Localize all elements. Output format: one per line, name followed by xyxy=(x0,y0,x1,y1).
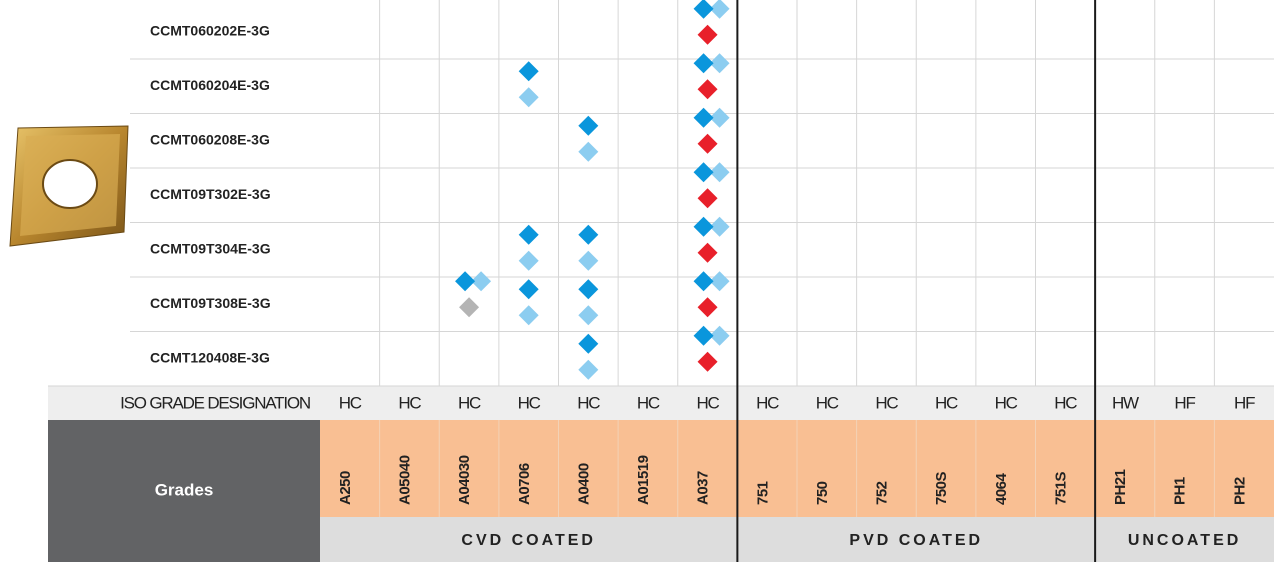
product-label: CCMT09T302E-3G xyxy=(150,186,271,202)
grade-marker xyxy=(578,334,598,354)
iso-designation: HC xyxy=(816,393,839,412)
grade-marker xyxy=(694,53,714,73)
grade-marker xyxy=(694,162,714,182)
grade-name: A01519 xyxy=(635,455,652,505)
grade-marker xyxy=(694,108,714,128)
iso-designation: HC xyxy=(339,393,362,412)
grade-name: 750S xyxy=(933,471,950,505)
grade-marker xyxy=(578,305,598,325)
iso-designation: HC xyxy=(577,393,600,412)
product-label: CCMT09T308E-3G xyxy=(150,295,271,311)
grade-name: A250 xyxy=(337,471,354,505)
iso-designation: HC xyxy=(1054,393,1077,412)
group-label: PVD COATED xyxy=(849,532,983,549)
grade-marker xyxy=(694,326,714,346)
grade-name: PH1 xyxy=(1172,477,1189,505)
product-label: CCMT09T304E-3G xyxy=(150,240,271,256)
group-label: UNCOATED xyxy=(1128,532,1241,549)
grade-name: A0706 xyxy=(516,463,533,505)
grade-name: 751S xyxy=(1052,471,1069,505)
grades-label: Grades xyxy=(155,480,214,499)
grade-marker xyxy=(578,142,598,162)
grade-marker xyxy=(694,217,714,237)
grade-marker xyxy=(698,25,718,45)
grade-marker xyxy=(694,0,714,19)
product-label: CCMT120408E-3G xyxy=(150,349,270,365)
iso-designation: HW xyxy=(1112,393,1139,412)
grade-marker xyxy=(459,297,479,317)
iso-designation: HF xyxy=(1174,393,1195,412)
grade-marker xyxy=(698,79,718,99)
grade-marker xyxy=(519,61,539,81)
grade-name: A0400 xyxy=(575,463,592,505)
product-label: CCMT060208E-3G xyxy=(150,131,270,147)
insert-image xyxy=(10,126,128,246)
iso-designation: HC xyxy=(518,393,541,412)
iso-designation: HC xyxy=(637,393,660,412)
grade-marker xyxy=(578,225,598,245)
grade-name: 751 xyxy=(754,481,771,505)
iso-designation: HC xyxy=(756,393,779,412)
grade-marker xyxy=(578,251,598,271)
grade-marker xyxy=(578,279,598,299)
iso-designation: HF xyxy=(1234,393,1255,412)
grade-name: A05040 xyxy=(397,455,414,505)
grade-name: A037 xyxy=(695,471,712,505)
product-label: CCMT060202E-3G xyxy=(150,22,270,38)
grade-name: A04030 xyxy=(456,455,473,505)
grade-marker xyxy=(698,297,718,317)
grade-marker xyxy=(578,116,598,136)
page: { "iso_label": "ISO GRADE DESIGNATION", … xyxy=(0,0,1274,562)
grade-name: 752 xyxy=(874,481,891,505)
grade-marker xyxy=(694,271,714,291)
grade-marker xyxy=(455,271,475,291)
iso-designation: HC xyxy=(696,393,719,412)
grade-name: 4064 xyxy=(993,472,1010,505)
iso-designation: HC xyxy=(995,393,1018,412)
grade-marker xyxy=(698,134,718,154)
grade-name: PH21 xyxy=(1112,469,1129,505)
iso-designation: HC xyxy=(398,393,421,412)
grade-marker xyxy=(698,188,718,208)
grade-marker xyxy=(519,225,539,245)
iso-designation: HC xyxy=(458,393,481,412)
grade-marker xyxy=(519,279,539,299)
grade-name: PH2 xyxy=(1231,477,1248,505)
product-label: CCMT060204E-3G xyxy=(150,77,270,93)
iso-designation: HC xyxy=(875,393,898,412)
grade-marker xyxy=(519,87,539,107)
grade-marker xyxy=(519,251,539,271)
iso-label: ISO GRADE DESIGNATION xyxy=(120,393,310,412)
iso-designation: HC xyxy=(935,393,958,412)
grade-chart: Grades ISO GRADE DESIGNATION CCMT060202E… xyxy=(0,0,1274,562)
grade-marker xyxy=(578,360,598,380)
grade-marker xyxy=(519,305,539,325)
grade-name: 750 xyxy=(814,481,831,505)
grade-marker xyxy=(698,243,718,263)
grade-marker xyxy=(698,352,718,372)
group-label: CVD COATED xyxy=(461,532,596,549)
